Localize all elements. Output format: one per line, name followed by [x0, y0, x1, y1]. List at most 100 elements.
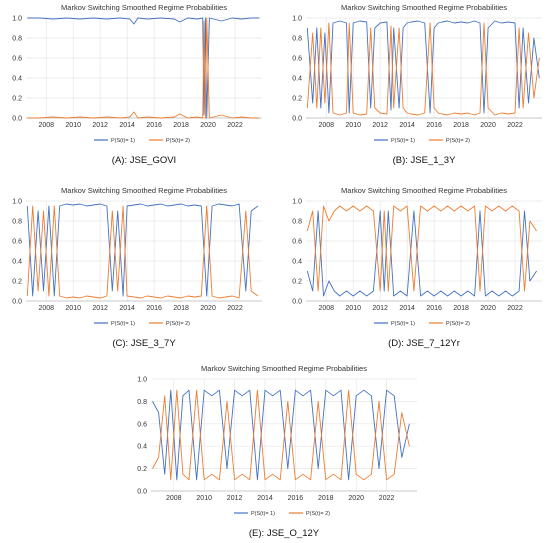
y-tick-label: 1.0	[12, 16, 22, 23]
y-tick-label: 0.2	[12, 96, 22, 103]
x-tick-label: 2022	[507, 305, 523, 312]
series-line-2	[306, 22, 540, 116]
legend-label: P(S(t)= 2)	[446, 321, 470, 327]
panel-e: Markov Switching Smoothed Regime Probabi…	[137, 364, 417, 539]
panel-title: Markov Switching Smoothed Regime Probabi…	[61, 186, 227, 195]
y-tick-label: 0.2	[12, 279, 22, 286]
x-tick-label: 2020	[480, 305, 496, 312]
y-tick-label: 0.4	[12, 259, 22, 266]
series-line-1	[27, 17, 260, 119]
y-tick-label: 1.0	[12, 199, 22, 206]
x-tick-label: 2020	[480, 122, 496, 129]
x-tick-label: 2014	[257, 495, 273, 502]
legend-label: P(S(t)= 2)	[306, 511, 330, 517]
x-tick-label: 2020	[200, 122, 216, 129]
x-tick-label: 2014	[399, 305, 415, 312]
y-tick-label: 1.0	[137, 377, 147, 384]
x-tick-label: 2018	[453, 305, 469, 312]
legend-label: P(S(t)= 1)	[391, 321, 415, 327]
y-tick-label: 0.0	[292, 116, 302, 123]
panel-c: Markov Switching Smoothed Regime Probabi…	[12, 186, 262, 349]
y-tick-label: 0.6	[12, 56, 22, 63]
x-tick-label: 2018	[318, 495, 334, 502]
series-line-2	[306, 205, 537, 292]
x-tick-label: 2014	[119, 122, 135, 129]
x-tick-label: 2010	[65, 305, 81, 312]
x-tick-label: 2016	[146, 122, 162, 129]
legend-label: P(S(t)= 2)	[446, 138, 470, 144]
y-tick-label: 0.2	[137, 466, 147, 473]
y-tick-label: 0.4	[292, 76, 302, 83]
y-tick-label: 0.8	[12, 36, 22, 43]
x-tick-label: 2022	[507, 122, 523, 129]
x-tick-label: 2022	[379, 495, 395, 502]
x-tick-label: 2016	[426, 122, 442, 129]
x-tick-label: 2010	[196, 495, 212, 502]
y-tick-label: 0.0	[292, 299, 302, 306]
legend-label: P(S(t)= 1)	[391, 138, 415, 144]
legend-label: P(S(t)= 1)	[111, 321, 135, 327]
y-tick-label: 0.2	[292, 96, 302, 103]
legend-label: P(S(t)= 2)	[166, 321, 190, 327]
panel-caption: (B): JSE_1_3Y	[393, 155, 456, 166]
x-tick-label: 2008	[318, 122, 334, 129]
panel-title: Markov Switching Smoothed Regime Probabi…	[61, 3, 227, 12]
y-tick-label: 0.6	[12, 239, 22, 246]
x-tick-label: 2012	[372, 305, 388, 312]
y-tick-label: 0.8	[292, 36, 302, 43]
y-tick-label: 0.6	[137, 421, 147, 428]
x-tick-label: 2008	[38, 305, 54, 312]
x-tick-label: 2010	[345, 305, 361, 312]
series-line-1	[306, 20, 540, 114]
x-tick-label: 2008	[166, 495, 182, 502]
y-tick-label: 0.6	[292, 56, 302, 63]
x-tick-label: 2014	[399, 122, 415, 129]
legend-label: P(S(t)= 1)	[251, 511, 275, 517]
y-tick-label: 0.8	[292, 219, 302, 226]
x-tick-label: 2016	[426, 305, 442, 312]
y-tick-label: 1.0	[292, 199, 302, 206]
x-tick-label: 2012	[227, 495, 243, 502]
panel-caption: (D): JSE_7_12Yr	[388, 338, 460, 349]
x-tick-label: 2016	[288, 495, 304, 502]
legend-label: P(S(t)= 1)	[111, 138, 135, 144]
x-tick-label: 2014	[119, 305, 135, 312]
y-tick-label: 0.0	[12, 299, 22, 306]
panel-title: Markov Switching Smoothed Regime Probabi…	[341, 3, 507, 12]
x-tick-label: 2012	[372, 122, 388, 129]
y-tick-label: 0.2	[292, 279, 302, 286]
y-tick-label: 1.0	[292, 16, 302, 23]
x-tick-label: 2022	[227, 122, 243, 129]
x-tick-label: 2022	[227, 305, 243, 312]
y-tick-label: 0.4	[137, 444, 147, 451]
y-tick-label: 0.6	[292, 239, 302, 246]
panel-a: Markov Switching Smoothed Regime Probabi…	[12, 3, 262, 166]
x-tick-label: 2020	[200, 305, 216, 312]
x-tick-label: 2008	[318, 305, 334, 312]
legend-label: P(S(t)= 2)	[166, 138, 190, 144]
x-tick-label: 2012	[92, 305, 108, 312]
panel-caption: (C): JSE_3_7Y	[112, 338, 176, 349]
panel-d: Markov Switching Smoothed Regime Probabi…	[292, 186, 542, 349]
x-tick-label: 2018	[453, 122, 469, 129]
y-tick-label: 0.8	[137, 399, 147, 406]
panel-title: Markov Switching Smoothed Regime Probabi…	[341, 186, 507, 195]
y-tick-label: 0.0	[12, 116, 22, 123]
series-line-2	[26, 205, 259, 299]
x-tick-label: 2010	[345, 122, 361, 129]
y-tick-label: 0.8	[12, 219, 22, 226]
panel-caption: (A): JSE_GOVI	[112, 155, 176, 166]
x-tick-label: 2010	[65, 122, 81, 129]
series-line-1	[152, 389, 410, 481]
series-line-1	[26, 203, 259, 297]
series-line-2	[27, 17, 260, 119]
y-tick-label: 0.0	[137, 489, 147, 496]
x-tick-label: 2012	[92, 122, 108, 129]
panel-b: Markov Switching Smoothed Regime Probabi…	[292, 3, 542, 166]
y-tick-label: 0.4	[12, 76, 22, 83]
y-tick-label: 0.4	[292, 259, 302, 266]
panel-caption: (E): JSE_O_12Y	[249, 528, 320, 539]
x-tick-label: 2020	[348, 495, 364, 502]
x-tick-label: 2018	[173, 305, 189, 312]
